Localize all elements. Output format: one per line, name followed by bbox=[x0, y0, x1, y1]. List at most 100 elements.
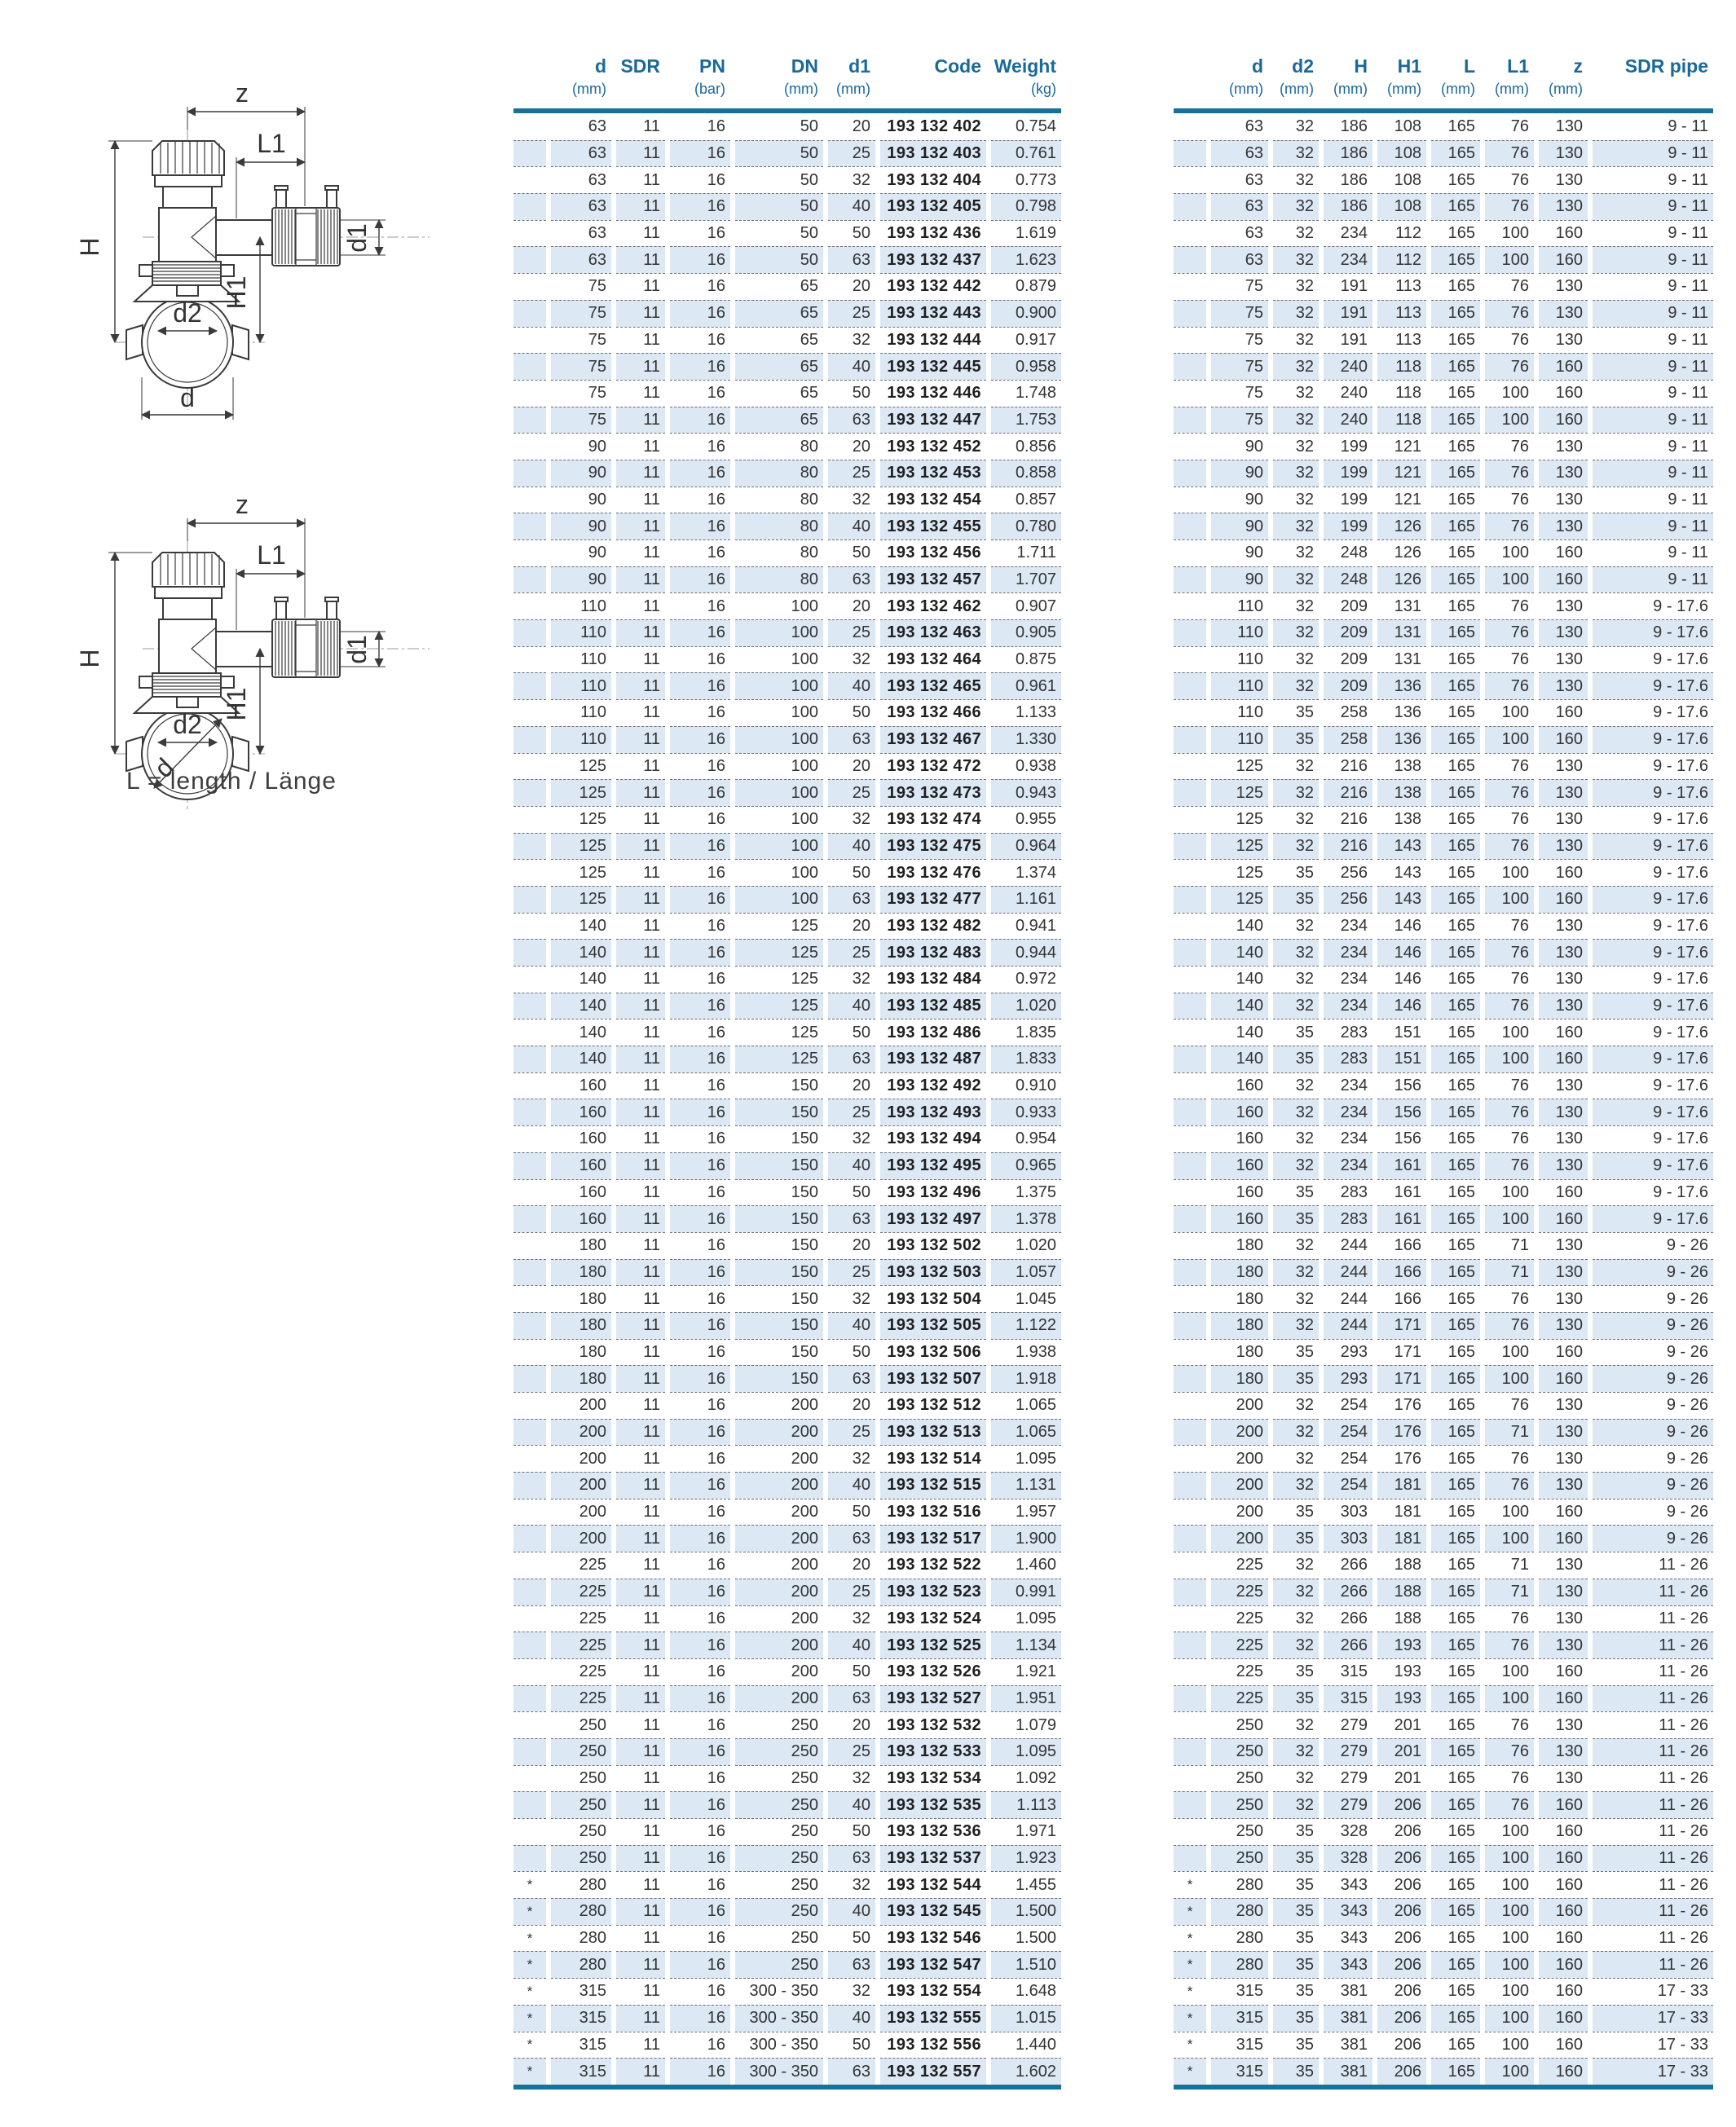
cell: 9 - 11 bbox=[1593, 566, 1713, 593]
cell: 193 132 536 bbox=[880, 1818, 986, 1845]
cell: 76 bbox=[1485, 486, 1534, 513]
cell: 32 bbox=[1273, 273, 1319, 300]
cell: 65 bbox=[735, 379, 823, 407]
cell: 160 bbox=[1539, 406, 1588, 434]
row-marker bbox=[513, 805, 546, 833]
cell: 160 bbox=[1539, 859, 1588, 886]
cell: 193 132 467 bbox=[880, 725, 986, 753]
cell: 140 bbox=[1211, 1046, 1268, 1072]
cell: 165 bbox=[1431, 1844, 1480, 1872]
cell: 234 bbox=[1324, 912, 1372, 940]
cell: 11 bbox=[616, 539, 665, 566]
cell: 35 bbox=[1273, 1924, 1319, 1952]
cell: 130 bbox=[1555, 117, 1583, 135]
cell: 50 bbox=[735, 246, 823, 274]
row-marker bbox=[513, 939, 546, 966]
cell: 35 bbox=[1273, 1951, 1319, 1979]
row-marker: * bbox=[1174, 1951, 1206, 1979]
cell: 180 bbox=[551, 1311, 611, 1339]
cell: 32 bbox=[1273, 1445, 1319, 1472]
cell: 16 bbox=[670, 779, 730, 806]
cell: 11 - 26 bbox=[1593, 1711, 1713, 1738]
cell: 193 132 555 bbox=[880, 2004, 986, 2032]
cell: 11 - 26 bbox=[1593, 1632, 1713, 1658]
cell: 9 - 26 bbox=[1593, 1472, 1713, 1499]
cell: 76 bbox=[1485, 1605, 1534, 1632]
cell: 186 bbox=[1324, 166, 1372, 193]
cell: 250 bbox=[735, 1737, 823, 1765]
cell: 266 bbox=[1324, 1605, 1372, 1632]
cell: 63 bbox=[828, 1525, 875, 1552]
cell: 193 132 495 bbox=[880, 1152, 986, 1179]
cell: 225 bbox=[551, 1605, 611, 1632]
cell: 63 bbox=[588, 117, 606, 135]
cell: 250 bbox=[551, 1844, 611, 1872]
cell: 9 - 11 bbox=[1593, 539, 1713, 566]
cell: 100 bbox=[1485, 539, 1534, 566]
cell: 125 bbox=[1211, 885, 1268, 913]
row-marker: * bbox=[1174, 1978, 1206, 2005]
length-legend: L = length / Länge bbox=[126, 768, 337, 795]
column-unit: (mm) bbox=[784, 81, 818, 97]
cell: 40 bbox=[828, 2004, 875, 2032]
cell: 125 bbox=[735, 912, 823, 940]
cell: 160 bbox=[1539, 1924, 1588, 1952]
cell: 160 bbox=[1539, 539, 1588, 566]
row-marker bbox=[1174, 885, 1206, 913]
cell: 11 bbox=[616, 832, 665, 860]
cell: 9 - 11 bbox=[1593, 379, 1713, 407]
row-marker bbox=[1174, 966, 1206, 993]
cell: 16 bbox=[670, 1764, 730, 1792]
cell: 200 bbox=[551, 1498, 611, 1526]
cell: 206 bbox=[1377, 2058, 1426, 2085]
cell: 160 bbox=[1539, 1525, 1588, 1552]
cell: 50 bbox=[828, 1658, 875, 1685]
cell: 16 bbox=[670, 139, 730, 167]
column-header: Code bbox=[934, 55, 982, 77]
row-marker bbox=[513, 1658, 546, 1685]
dim-label-h: H bbox=[75, 237, 104, 256]
cell: 90 bbox=[551, 433, 611, 460]
cell: 9 - 17.6 bbox=[1593, 1152, 1713, 1179]
cell: 165 bbox=[1431, 433, 1480, 460]
cell: 146 bbox=[1377, 992, 1426, 1019]
cell: 63 bbox=[551, 246, 611, 274]
cell: 100 bbox=[1485, 885, 1534, 913]
row-marker bbox=[513, 486, 546, 513]
cell: 16 bbox=[670, 1552, 730, 1579]
cell: 381 bbox=[1324, 1978, 1372, 2005]
cell: 193 132 504 bbox=[880, 1285, 986, 1312]
cell: 35 bbox=[1273, 699, 1319, 726]
cell: 131 bbox=[1377, 619, 1426, 646]
cell: 209 bbox=[1324, 645, 1372, 673]
cell: 200 bbox=[735, 1445, 823, 1472]
cell: 25 bbox=[828, 1737, 875, 1765]
row-marker bbox=[1174, 1258, 1206, 1286]
cell: 16 bbox=[670, 459, 730, 487]
cell: 130 bbox=[1539, 1072, 1588, 1099]
cell: 25 bbox=[828, 1099, 875, 1126]
cell: 32 bbox=[828, 1764, 875, 1792]
cell: 40 bbox=[828, 1791, 875, 1818]
row-marker bbox=[1174, 1125, 1206, 1152]
cell: 126 bbox=[1377, 513, 1426, 539]
cell: 35 bbox=[1273, 1046, 1319, 1072]
cell: 50 bbox=[828, 1178, 875, 1206]
cell: 100 bbox=[735, 885, 823, 913]
cell: 108 bbox=[1377, 193, 1426, 220]
cell: 90 bbox=[551, 539, 611, 566]
cell: 16 bbox=[670, 326, 730, 354]
cell: 206 bbox=[1377, 1978, 1426, 2005]
cell: 16 bbox=[670, 1605, 730, 1632]
cell: 11 - 26 bbox=[1593, 1791, 1713, 1818]
dim-label-d2: d2 bbox=[173, 298, 202, 328]
row-marker bbox=[1174, 752, 1206, 780]
cell: 76 bbox=[1485, 1311, 1534, 1339]
cell: 25 bbox=[828, 619, 875, 646]
cell: 193 132 463 bbox=[880, 619, 986, 646]
cell: 16 bbox=[670, 699, 730, 726]
cell: 90 bbox=[1211, 486, 1268, 513]
bottom-rule bbox=[513, 2084, 1061, 2090]
header-rule bbox=[1174, 108, 1713, 113]
saddle-outlet-diagram-side: z L1 H H1 d1 d2 d bbox=[75, 490, 430, 809]
